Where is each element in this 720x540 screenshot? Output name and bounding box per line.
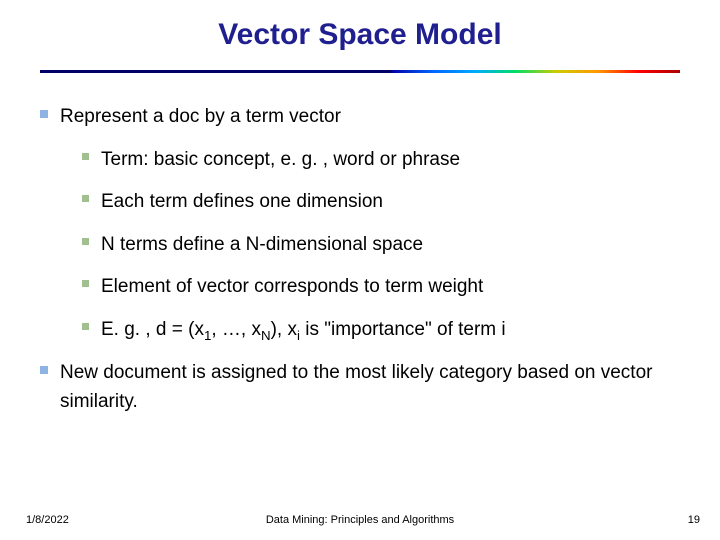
square-bullet-icon: [82, 195, 89, 202]
slide: Vector Space Model Represent a doc by a …: [0, 0, 720, 540]
square-bullet-icon: [82, 238, 89, 245]
bullet-level1: New document is assigned to the most lik…: [40, 359, 680, 416]
bullet-level2: Each term defines one dimension: [82, 188, 680, 217]
bullet-text-formula: E. g. , d = (x1, …, xN), xi is "importan…: [101, 316, 680, 346]
bullet-text: Term: basic concept, e. g. , word or phr…: [101, 146, 680, 175]
formula-part: , …, x: [211, 319, 261, 340]
divider-solid-segment: [40, 70, 392, 73]
square-bullet-icon: [82, 323, 89, 330]
bullet-level1: Represent a doc by a term vector: [40, 103, 680, 132]
square-bullet-icon: [82, 153, 89, 160]
bullet-text: New document is assigned to the most lik…: [60, 359, 680, 416]
footer-page-number: 19: [688, 514, 700, 526]
bullet-text: Represent a doc by a term vector: [60, 103, 680, 132]
footer-center: Data Mining: Principles and Algorithms: [0, 514, 720, 526]
bullet-level2: E. g. , d = (x1, …, xN), xi is "importan…: [82, 316, 680, 346]
content-area: Represent a doc by a term vector Term: b…: [0, 73, 720, 416]
formula-part: ), x: [271, 319, 297, 340]
divider-rainbow: [40, 70, 680, 73]
square-bullet-icon: [82, 280, 89, 287]
formula-part: is "importance" of term i: [300, 319, 506, 340]
bullet-level2: Element of vector corresponds to term we…: [82, 273, 680, 302]
formula-part: E. g. , d = (x: [101, 319, 204, 340]
formula-subscript: N: [261, 327, 271, 342]
divider-gradient-segment: [392, 70, 680, 73]
bullet-level2: Term: basic concept, e. g. , word or phr…: [82, 146, 680, 175]
square-bullet-icon: [40, 366, 48, 374]
bullet-level2: N terms define a N-dimensional space: [82, 231, 680, 260]
bullet-text: Element of vector corresponds to term we…: [101, 273, 680, 302]
square-bullet-icon: [40, 110, 48, 118]
bullet-text: Each term defines one dimension: [101, 188, 680, 217]
slide-title: Vector Space Model: [0, 0, 720, 64]
bullet-text: N terms define a N-dimensional space: [101, 231, 680, 260]
